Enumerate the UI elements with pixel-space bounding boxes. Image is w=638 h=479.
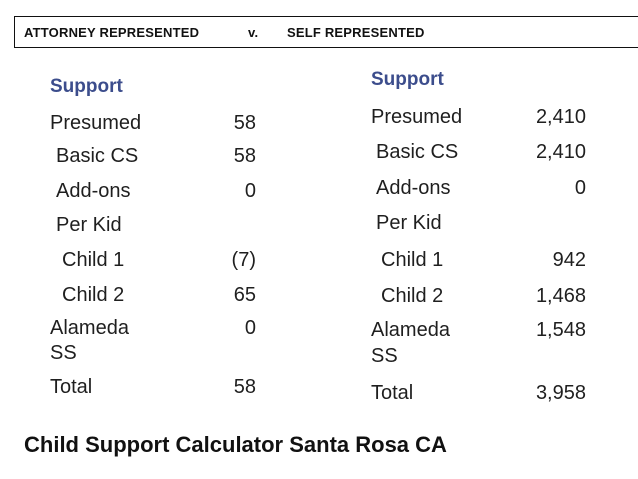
attorney-support-table: Support Presumed 58 Basic CS 58 Add-ons … (0, 0, 320, 420)
self-support-heading: Support (371, 69, 444, 90)
attorney-row-child-1-value: (7) (231, 249, 256, 271)
attorney-row-alameda-label: Alameda (50, 317, 129, 339)
attorney-row-total-label: Total (50, 376, 93, 398)
self-row-child-1-label: Child 1 (381, 249, 444, 271)
attorney-row-child-2-label: Child 2 (62, 284, 125, 306)
attorney-row-add-ons-value: 0 (244, 180, 256, 202)
self-row-alameda-value: 1,548 (535, 319, 586, 341)
self-row-per-kid-label: Per Kid (376, 212, 442, 234)
self-row-basic-cs-label: Basic CS (376, 141, 459, 163)
attorney-row-child-2-value: 65 (233, 284, 256, 306)
header-self-represented: SELF REPRESENTED (287, 25, 425, 40)
self-row-add-ons-label: Add-ons (376, 177, 451, 199)
attorney-row-total-value: 58 (233, 376, 256, 398)
attorney-row-child-1-label: Child 1 (62, 249, 125, 271)
self-row-basic-cs-value: 2,410 (535, 141, 586, 163)
self-row-child-2-label: Child 2 (381, 285, 444, 307)
attorney-row-basic-cs-label: Basic CS (56, 145, 139, 167)
attorney-row-presumed-label: Presumed (50, 112, 142, 134)
attorney-row-ss-label: SS (50, 342, 77, 364)
attorney-support-heading: Support (50, 76, 123, 97)
self-support-table: Support Presumed 2,410 Basic CS 2,410 Ad… (371, 69, 586, 404)
self-row-ss-label: SS (371, 345, 398, 367)
attorney-row-add-ons-label: Add-ons (56, 180, 131, 202)
attorney-row-alameda-value: 0 (244, 317, 256, 339)
self-row-add-ons-value: 0 (574, 177, 586, 199)
self-row-child-2-value: 1,468 (535, 285, 586, 307)
page-title: Child Support Calculator Santa Rosa CA (24, 432, 447, 457)
self-row-total-label: Total (371, 382, 414, 404)
attorney-row-per-kid-label: Per Kid (56, 214, 122, 236)
self-row-alameda-label: Alameda (371, 319, 450, 341)
attorney-row-presumed-value: 58 (233, 112, 256, 134)
comparison-header: ATTORNEY REPRESENTED v. SELF REPRESENTED (14, 16, 638, 48)
header-attorney-represented: ATTORNEY REPRESENTED (24, 25, 200, 40)
self-row-total-value: 3,958 (535, 382, 586, 404)
header-versus: v. (248, 25, 259, 40)
self-row-presumed-value: 2,410 (535, 106, 586, 128)
self-row-presumed-label: Presumed (371, 106, 463, 128)
attorney-row-basic-cs-value: 58 (233, 145, 256, 167)
self-row-child-1-value: 942 (552, 249, 586, 271)
